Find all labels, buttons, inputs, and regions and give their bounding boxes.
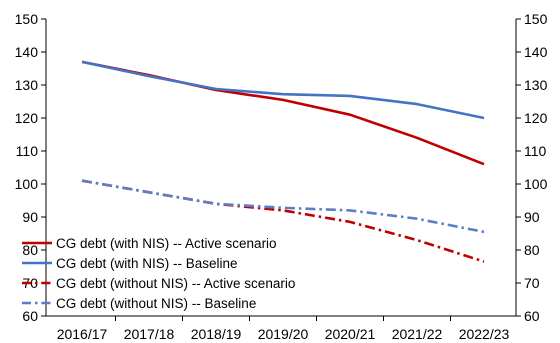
left-tick-label: 140 — [15, 44, 39, 60]
right-tick-label: 150 — [524, 11, 548, 27]
right-tick-label: 80 — [524, 242, 540, 258]
left-tick-label: 100 — [15, 176, 39, 192]
right-tick-label: 120 — [524, 110, 548, 126]
series-line-cg-debt-with-nis-baseline — [81, 60, 485, 120]
left-tick-label: 110 — [16, 143, 39, 159]
right-tick-label: 110 — [524, 143, 547, 159]
right-tick-label: 90 — [524, 209, 540, 225]
right-tick-label: 70 — [524, 275, 540, 291]
series-line-cg-debt-without-nis-baseline — [81, 179, 485, 234]
right-tick-label: 60 — [524, 308, 540, 324]
left-tick-label: 120 — [15, 110, 39, 126]
left-tick-label: 60 — [22, 308, 38, 324]
left-tick-label: 150 — [15, 11, 39, 27]
legend: CG debt (with NIS) -- Active scenario CG … — [22, 236, 295, 311]
x-tick-label: 2019/20 — [258, 326, 309, 342]
legend-label-cg-debt-with-nis-active-scenario: CG debt (with NIS) -- Active scenario — [56, 236, 277, 251]
legend-label-cg-debt-without-nis-active-scenario: CG debt (without NIS) -- Active scenario — [56, 276, 295, 291]
left-tick-label: 90 — [22, 209, 38, 225]
x-tick-label: 2018/19 — [191, 326, 242, 342]
right-tick-label: 140 — [524, 44, 548, 60]
legend-label-cg-debt-with-nis-baseline: CG debt (with NIS) -- Baseline — [56, 256, 238, 271]
x-tick-label: 2016/17 — [57, 326, 108, 342]
x-tick-label: 2021/22 — [392, 326, 443, 342]
right-tick-label: 100 — [524, 176, 548, 192]
series-line-cg-debt-with-nis-active-scenario — [81, 60, 485, 166]
legend-label-cg-debt-without-nis-baseline: CG debt (without NIS) -- Baseline — [56, 296, 256, 311]
x-tick-label: 2020/21 — [325, 326, 376, 342]
left-tick-label: 80 — [22, 242, 38, 258]
x-tick-label: 2022/23 — [459, 326, 510, 342]
right-tick-label: 130 — [524, 77, 548, 93]
series-lines — [81, 60, 485, 263]
x-tick-label: 2017/18 — [124, 326, 175, 342]
left-tick-label: 130 — [15, 77, 39, 93]
